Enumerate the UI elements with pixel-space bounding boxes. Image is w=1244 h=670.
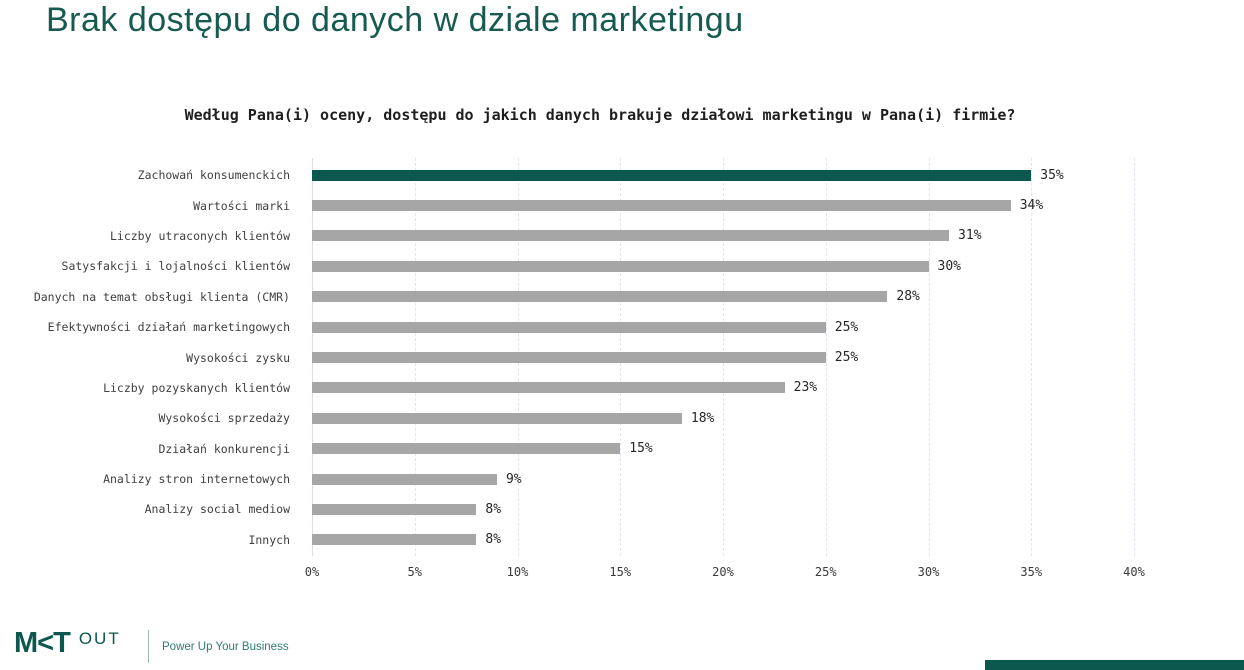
mkt-out-logo: M<T OUT <box>14 629 121 658</box>
bar-zone: 8% <box>312 502 1230 517</box>
bar-zone: 25% <box>312 350 1230 365</box>
bar <box>312 260 929 272</box>
x-axis-tick-labels: 0% 5% 10% 15% 20% 25% 30% 35% 40% <box>305 565 1145 583</box>
bar <box>312 169 1032 181</box>
bar-chart: Zachowań konsumenckich 35% Wartości marki 3… <box>20 160 1230 555</box>
x-tick-label: 0% <box>304 565 320 579</box>
bar <box>312 412 682 424</box>
chart-question-subtitle: Według Pana(i) oceny, dostępu do jakich … <box>184 106 1016 124</box>
category-label: Wysokości zysku <box>186 350 290 365</box>
bar <box>312 473 497 485</box>
chart-row: Innych 8% <box>20 525 1230 555</box>
value-label: 31% <box>958 228 982 244</box>
bar <box>312 200 1011 212</box>
value-label: 8% <box>485 532 502 548</box>
value-label: 35% <box>1040 167 1064 183</box>
value-label: 8% <box>485 501 502 517</box>
x-tick-label: 25% <box>814 565 837 579</box>
bar-zone: 23% <box>312 380 1230 395</box>
chart-row: Liczby pozyskanych klientów 23% <box>20 373 1230 403</box>
logo-out-text: OUT <box>78 629 121 648</box>
category-label: Zachowań konsumenckich <box>137 168 290 183</box>
bar-zone: 18% <box>312 411 1230 426</box>
bar-zone: 35% <box>312 168 1230 183</box>
chart-row: Analizy stron internetowych 9% <box>20 464 1230 494</box>
x-tick-label: 40% <box>1123 565 1145 579</box>
bar <box>312 230 950 242</box>
bar <box>312 291 888 303</box>
value-label: 25% <box>834 319 859 335</box>
bar-zone: 34% <box>312 198 1230 213</box>
chart-row: Analizy social mediow 8% <box>20 494 1230 524</box>
category-label: Wartości marki <box>193 198 290 213</box>
chart-row: Efektywności działań marketingowych 25% <box>20 312 1230 342</box>
bottom-right-accent-bar <box>985 660 1244 670</box>
x-tick-label: 15% <box>609 565 632 579</box>
value-label: 9% <box>505 471 522 487</box>
logo-mkt-text: M<T <box>14 627 71 659</box>
bar-zone: 25% <box>312 320 1230 335</box>
x-tick-label: 20% <box>712 565 734 579</box>
bar-zone: 30% <box>312 259 1230 274</box>
page-title: Brak dostępu do danych w dziale marketin… <box>46 1 744 39</box>
category-label: Liczby pozyskanych klientów <box>103 380 290 395</box>
bar-zone: 9% <box>312 472 1230 487</box>
bar <box>312 503 477 515</box>
category-label: Wysokości sprzedaży <box>158 411 290 426</box>
category-label: Efektywności działań marketingowych <box>47 320 290 335</box>
value-label: 15% <box>629 441 653 457</box>
x-tick-label: 10% <box>506 565 529 579</box>
logo-tagline: Power Up Your Business <box>162 641 289 653</box>
bar-zone: 8% <box>312 532 1230 547</box>
category-label: Liczby utraconych klientów <box>109 228 290 243</box>
category-label: Innych <box>248 532 290 547</box>
value-label: 25% <box>834 350 859 366</box>
chart-row: Danych na temat obsługi klienta (CMR) 28% <box>20 282 1230 312</box>
value-label: 30% <box>937 258 961 274</box>
bar-zone: 15% <box>312 441 1230 456</box>
bar <box>312 321 826 333</box>
chart-row: Wysokości sprzedaży 18% <box>20 403 1230 433</box>
chart-row: Satysfakcji i lojalności klientów 30% <box>20 251 1230 281</box>
bar <box>312 352 826 364</box>
value-label: 34% <box>1019 198 1044 214</box>
logo-divider <box>148 630 149 663</box>
chart-row: Działań konkurencji 15% <box>20 434 1230 464</box>
bar-zone: 31% <box>312 228 1230 243</box>
category-label: Analizy stron internetowych <box>103 472 290 487</box>
value-label: 28% <box>896 289 920 305</box>
x-tick-label: 35% <box>1020 565 1043 579</box>
value-label: 23% <box>793 380 818 396</box>
x-tick-label: 5% <box>407 565 422 579</box>
category-label: Danych na temat obsługi klienta (CMR) <box>33 289 290 304</box>
chart-row: Wartości marki 34% <box>20 190 1230 220</box>
value-label: 18% <box>690 410 715 426</box>
bar-zone: 28% <box>312 289 1230 304</box>
category-label: Satysfakcji i lojalności klientów <box>61 259 290 274</box>
bar <box>312 382 785 394</box>
category-label: Analizy social mediow <box>144 502 290 517</box>
chart-row: Zachowań konsumenckich 35% <box>20 160 1230 190</box>
x-tick-label: 30% <box>917 565 940 579</box>
category-label: Działań konkurencji <box>158 441 290 456</box>
chart-row: Liczby utraconych klientów 31% <box>20 221 1230 251</box>
bar <box>312 443 621 455</box>
chart-row: Wysokości zysku 25% <box>20 342 1230 372</box>
bar <box>312 534 477 546</box>
